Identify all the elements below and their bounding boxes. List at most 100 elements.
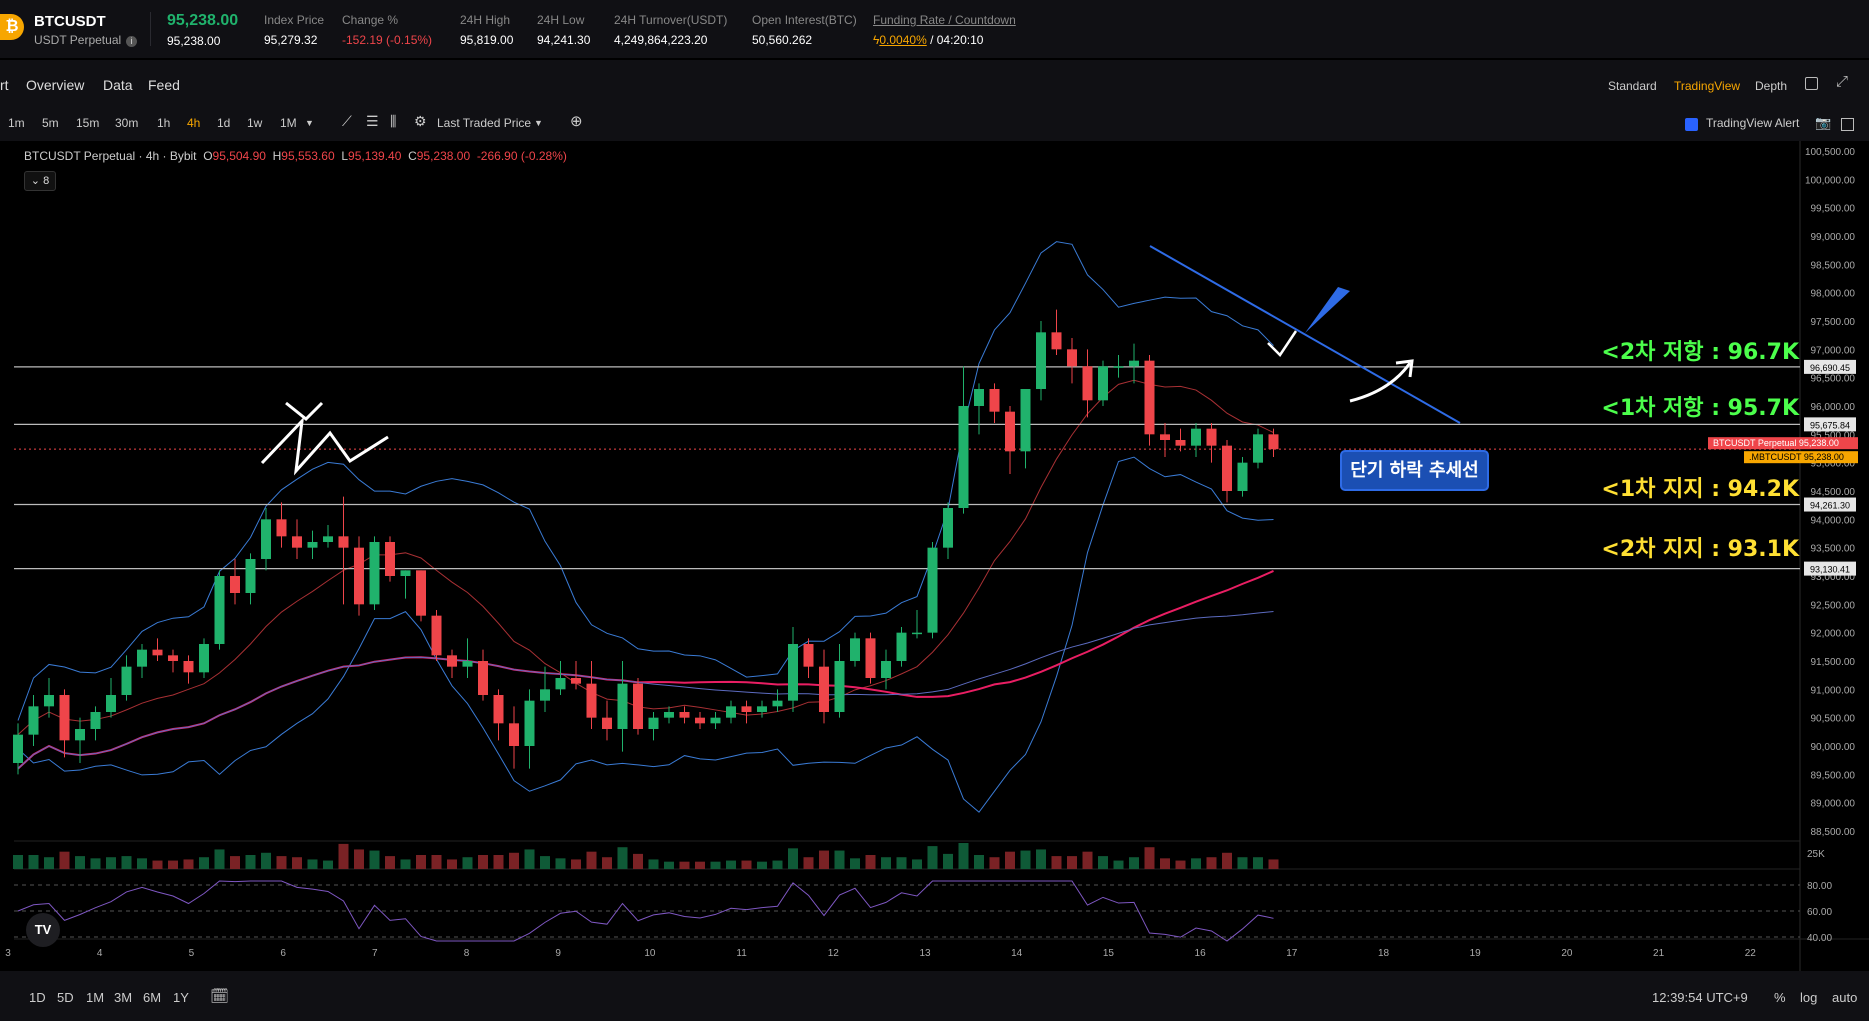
x-tick-label: 20 bbox=[1561, 948, 1573, 959]
volume-bar bbox=[1082, 851, 1093, 869]
tab-feed[interactable]: Feed bbox=[148, 77, 180, 93]
volume-bar bbox=[617, 847, 628, 869]
volume-bar bbox=[214, 849, 225, 869]
view-tradingview[interactable]: TradingView bbox=[1674, 79, 1741, 93]
candle-body bbox=[865, 638, 876, 678]
window-icon[interactable] bbox=[1805, 77, 1818, 90]
interval-4h[interactable]: 4h bbox=[187, 116, 201, 130]
volume-bar bbox=[1113, 860, 1124, 869]
range-1d[interactable]: 1D bbox=[29, 990, 46, 1005]
indicators-icon[interactable]: ⟋ bbox=[342, 113, 352, 129]
check-mark bbox=[285, 401, 324, 422]
volume-bar bbox=[230, 856, 240, 869]
volume-bar bbox=[943, 853, 953, 869]
stat-label[interactable]: Funding Rate / Countdown bbox=[873, 13, 1016, 27]
indicators-toggle[interactable]: ⌄ 8 bbox=[24, 171, 56, 191]
percent-toggle[interactable]: % bbox=[1774, 990, 1786, 1005]
candle-body bbox=[447, 655, 457, 667]
candle-body bbox=[44, 695, 54, 707]
volume-bar bbox=[1268, 859, 1279, 869]
lightning-icon: ϟ bbox=[873, 33, 880, 47]
x-tick-label: 15 bbox=[1103, 948, 1115, 959]
downtrend-line bbox=[1149, 245, 1461, 424]
interval-1w[interactable]: 1w bbox=[247, 116, 263, 130]
legend-change: -266.90 (-0.28%) bbox=[476, 149, 567, 163]
range-1y[interactable]: 1Y bbox=[173, 990, 189, 1005]
tab-data[interactable]: Data bbox=[103, 77, 133, 93]
x-tick-label: 3 bbox=[5, 948, 11, 959]
tab-chart[interactable]: rt bbox=[0, 77, 9, 93]
y-tick-label: 99,500.00 bbox=[1811, 204, 1856, 215]
calendar-icon[interactable]: 🗓 bbox=[210, 988, 230, 1005]
settings-icon[interactable]: ⚙ bbox=[414, 113, 427, 129]
candle-body bbox=[617, 683, 628, 729]
legend-l-label: L bbox=[341, 149, 349, 163]
info-icon[interactable]: i bbox=[126, 36, 138, 47]
expand-icon[interactable]: ⤢ bbox=[1836, 73, 1849, 90]
interval-1M[interactable]: 1M bbox=[280, 116, 297, 130]
volume-bar bbox=[431, 855, 442, 869]
chart-type-icon[interactable]: ⫼ bbox=[390, 113, 397, 129]
funding-rate[interactable]: 0.0040% bbox=[879, 33, 927, 47]
auto-toggle[interactable]: auto bbox=[1832, 990, 1858, 1005]
symbol-name[interactable]: BTCUSDT bbox=[34, 13, 106, 30]
stat-value: ϟ0.0040% / 04:20:10 bbox=[873, 33, 984, 47]
volume-bar bbox=[276, 856, 287, 869]
volume-bar bbox=[1253, 857, 1263, 869]
log-toggle[interactable]: log bbox=[1800, 990, 1818, 1005]
x-tick-label: 18 bbox=[1378, 948, 1390, 959]
volume-bar bbox=[850, 858, 860, 869]
stat-label: 24H High bbox=[460, 13, 511, 27]
range-3m[interactable]: 3M bbox=[114, 990, 133, 1005]
last-price-tag-label: BTCUSDT Perpetual 95,238.00 bbox=[1713, 438, 1839, 448]
tradingview-logo[interactable]: TV bbox=[26, 913, 60, 947]
volume-bar bbox=[168, 860, 178, 869]
candle-body bbox=[292, 536, 302, 548]
view-standard[interactable]: Standard bbox=[1608, 79, 1657, 93]
volume-bar bbox=[633, 853, 643, 869]
contract-type: USDT Perpetual i bbox=[34, 33, 138, 47]
y-tick-label: 96,000.00 bbox=[1811, 402, 1856, 413]
interval-dropdown-icon[interactable]: ▼ bbox=[305, 118, 314, 128]
level-support-2: <2차 지지 : 93.1K bbox=[1601, 537, 1799, 562]
fullscreen-icon[interactable] bbox=[1841, 118, 1854, 131]
mark-price-tag-label: .MBTCUSDT 95,238.00 bbox=[1749, 452, 1844, 462]
templates-icon[interactable]: ☰ bbox=[366, 113, 379, 129]
interval-1h[interactable]: 1h bbox=[157, 116, 171, 130]
price-source-chevron-icon[interactable]: ▼ bbox=[534, 118, 543, 128]
interval-1d[interactable]: 1d bbox=[217, 116, 231, 130]
interval-1m[interactable]: 1m bbox=[8, 116, 25, 130]
stat-label: 24H Low bbox=[537, 13, 585, 27]
add-icon[interactable]: ⊕ bbox=[570, 113, 583, 130]
volume-bar bbox=[245, 855, 256, 869]
price-source-select[interactable]: Last Traded Price bbox=[437, 116, 532, 130]
volume-bar bbox=[1051, 856, 1062, 869]
view-depth[interactable]: Depth bbox=[1755, 79, 1788, 93]
x-tick-label: 17 bbox=[1286, 948, 1298, 959]
volume-bar bbox=[369, 850, 380, 869]
y-tick-label: 92,500.00 bbox=[1811, 600, 1856, 611]
ticker-bar: ₿ BTCUSDT USDT Perpetual i 95,238.00 95,2… bbox=[0, 0, 1869, 60]
camera-icon[interactable]: 📷 bbox=[1815, 115, 1832, 130]
price-chart[interactable]: 100,500.00100,000.0099,500.0099,000.0098… bbox=[0, 141, 1869, 971]
interval-30m[interactable]: 30m bbox=[115, 116, 139, 130]
chart-area[interactable]: 100,500.00 100,000.00 99,500.00 99,000.00 98… bbox=[0, 141, 1869, 971]
ma-middle bbox=[17, 379, 1274, 736]
range-5d[interactable]: 5D bbox=[57, 990, 74, 1005]
candle-body bbox=[168, 655, 178, 661]
tab-overview[interactable]: Overview bbox=[26, 77, 85, 93]
legend-c-label: C bbox=[408, 149, 417, 163]
interval-15m[interactable]: 15m bbox=[76, 116, 100, 130]
volume-bar bbox=[586, 851, 597, 869]
volume-bar bbox=[493, 855, 504, 869]
volume-bar bbox=[803, 857, 814, 869]
volume-bar bbox=[90, 858, 101, 869]
candle-body bbox=[28, 706, 39, 735]
candle-body bbox=[13, 734, 23, 763]
tradingview-alert-button[interactable]: TradingView Alert bbox=[1706, 116, 1800, 130]
volume-bar bbox=[571, 859, 581, 869]
x-tick-label: 22 bbox=[1745, 948, 1757, 959]
range-1m[interactable]: 1M bbox=[86, 990, 105, 1005]
range-6m[interactable]: 6M bbox=[143, 990, 162, 1005]
interval-5m[interactable]: 5m bbox=[42, 116, 59, 130]
